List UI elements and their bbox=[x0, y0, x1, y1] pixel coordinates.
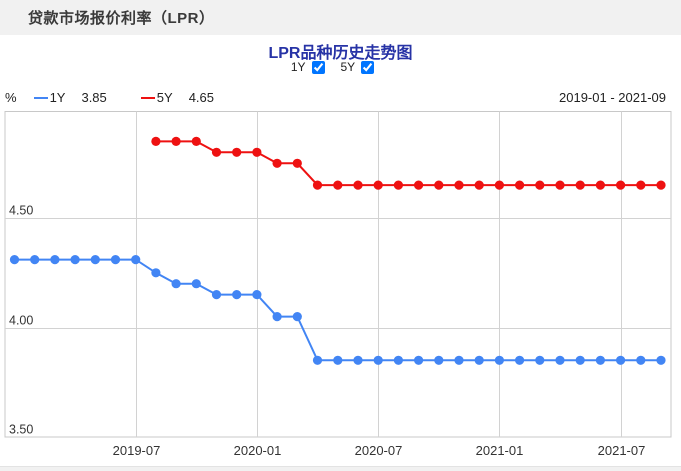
checkbox-5y[interactable] bbox=[361, 60, 375, 74]
series-1Y-point bbox=[454, 355, 464, 365]
legend-swatch-1y bbox=[33, 96, 48, 99]
series-5Y-point bbox=[272, 158, 282, 168]
series-5Y-point bbox=[171, 136, 181, 146]
series-1Y-point bbox=[575, 355, 585, 365]
series-1Y-point bbox=[494, 355, 504, 365]
series-5Y-point bbox=[151, 136, 161, 146]
footer-strip bbox=[0, 466, 681, 471]
series-5Y-point bbox=[494, 180, 504, 190]
series-1Y-point bbox=[595, 355, 606, 365]
series-5Y-point bbox=[312, 180, 323, 190]
y-tick-label: 3.50 bbox=[9, 423, 33, 437]
lpr-trend-chart-svg: 2019-07 2020-01 2020-07 2021-01 2021-074.504… bbox=[4, 111, 672, 458]
chart-title: LPR品种历史走势图 bbox=[268, 45, 413, 62]
series-1Y-point bbox=[474, 355, 484, 365]
series-5Y-point bbox=[454, 180, 464, 190]
x-tick-label: 2019-07 bbox=[113, 443, 161, 458]
legend-value-5y: 4.65 bbox=[188, 90, 214, 105]
series-5Y-point bbox=[333, 180, 343, 190]
y-tick-label: 4.00 bbox=[9, 314, 33, 328]
series-5Y-point bbox=[474, 180, 484, 190]
y-axis-unit-label: % bbox=[5, 90, 17, 105]
series-1Y-point bbox=[50, 255, 60, 265]
checkbox-1y[interactable] bbox=[311, 60, 325, 74]
chart-grid bbox=[4, 111, 672, 438]
series-5Y-point bbox=[211, 147, 222, 157]
y-tick-label: 4.50 bbox=[9, 204, 33, 218]
legend-name-1y: 1Y bbox=[49, 90, 66, 105]
series-1Y-point bbox=[414, 355, 424, 365]
legend-value-1y: 3.85 bbox=[81, 90, 107, 105]
checkbox-label-1y: 1Y bbox=[290, 60, 306, 74]
series-1Y-point bbox=[535, 355, 545, 365]
series-5Y-point bbox=[616, 180, 626, 190]
series-5Y-point bbox=[292, 158, 302, 168]
series-1Y-point bbox=[515, 355, 525, 365]
x-tick-label: 2021-07 bbox=[598, 443, 646, 458]
series-1Y-point bbox=[353, 355, 363, 365]
legend-item-5y: 5Y 4.65 bbox=[140, 90, 214, 105]
series-5Y-point bbox=[252, 147, 262, 157]
series-1Y-point bbox=[312, 355, 323, 365]
x-tick-label: 2021-01 bbox=[476, 443, 524, 458]
series-5Y-point bbox=[414, 180, 424, 190]
x-tick-label: 2020-01 bbox=[234, 443, 282, 458]
legend-item-1y: 1Y 3.85 bbox=[33, 90, 107, 105]
legend-name-5y: 5Y bbox=[156, 90, 173, 105]
series-1Y-line bbox=[14, 258, 661, 362]
series-1Y-point bbox=[131, 255, 141, 265]
series-5Y-point bbox=[555, 180, 565, 190]
series-5Y-point bbox=[434, 180, 444, 190]
series-1Y-point bbox=[616, 355, 626, 365]
series-1Y-point bbox=[272, 312, 282, 322]
series-5Y-point bbox=[595, 180, 606, 190]
x-tick-label: 2020-07 bbox=[355, 443, 403, 458]
series-1Y-point bbox=[191, 279, 201, 289]
y-axis-labels: 4.50 4.00 3.50 bbox=[9, 204, 33, 437]
legend-swatch-5y bbox=[140, 96, 155, 99]
page-title: 贷款市场报价利率（LPR） bbox=[28, 10, 215, 27]
series-5Y bbox=[151, 136, 666, 190]
series-1Y-point bbox=[656, 355, 666, 365]
x-axis-labels: 2019-07 2020-01 2020-07 2021-01 2021-07 bbox=[113, 443, 646, 458]
series-5Y-point bbox=[232, 147, 242, 157]
series-toggle-row: 1Y 5Y bbox=[0, 60, 681, 74]
series-5Y-point bbox=[656, 180, 666, 190]
series-1Y-point bbox=[393, 355, 403, 365]
line-chart: 2019-07 2020-01 2020-07 2021-01 2021-07 4.50 4… bbox=[0, 111, 681, 466]
series-5Y-point bbox=[535, 180, 545, 190]
checkbox-label-5y: 5Y bbox=[340, 60, 356, 74]
series-1Y-point bbox=[292, 312, 302, 322]
series-1Y-point bbox=[70, 255, 80, 265]
series-1Y-point bbox=[636, 355, 646, 365]
series-5Y-line bbox=[155, 140, 661, 187]
series-5Y-point bbox=[373, 180, 383, 190]
series-1Y bbox=[9, 255, 666, 365]
series-1Y-point bbox=[171, 279, 181, 289]
series-5Y-point bbox=[515, 180, 525, 190]
series-1Y-point bbox=[9, 255, 20, 265]
series-5Y-point bbox=[393, 180, 403, 190]
series-1Y-point bbox=[333, 355, 343, 365]
series-1Y-point bbox=[30, 255, 40, 265]
series-1Y-point bbox=[211, 290, 222, 300]
series-1Y-point bbox=[555, 355, 565, 365]
legend-row: % 1Y 3.85 5Y 4.65 2019-01 - 2021-09 bbox=[5, 90, 671, 105]
series-1Y-point bbox=[151, 268, 161, 278]
series-1Y-point bbox=[110, 255, 121, 265]
series-5Y-point bbox=[636, 180, 646, 190]
date-range-label: 2019-01 - 2021-09 bbox=[559, 90, 666, 105]
series-5Y-point bbox=[575, 180, 585, 190]
series-1Y-point bbox=[90, 255, 100, 265]
series-1Y-point bbox=[373, 355, 383, 365]
series-1Y-point bbox=[232, 290, 242, 300]
series-1Y-point bbox=[252, 290, 262, 300]
series-1Y-point bbox=[434, 355, 444, 365]
series-5Y-point bbox=[191, 136, 201, 146]
page-header: 贷款市场报价利率（LPR） bbox=[0, 0, 681, 35]
plot-border bbox=[4, 111, 672, 438]
series-5Y-point bbox=[353, 180, 363, 190]
